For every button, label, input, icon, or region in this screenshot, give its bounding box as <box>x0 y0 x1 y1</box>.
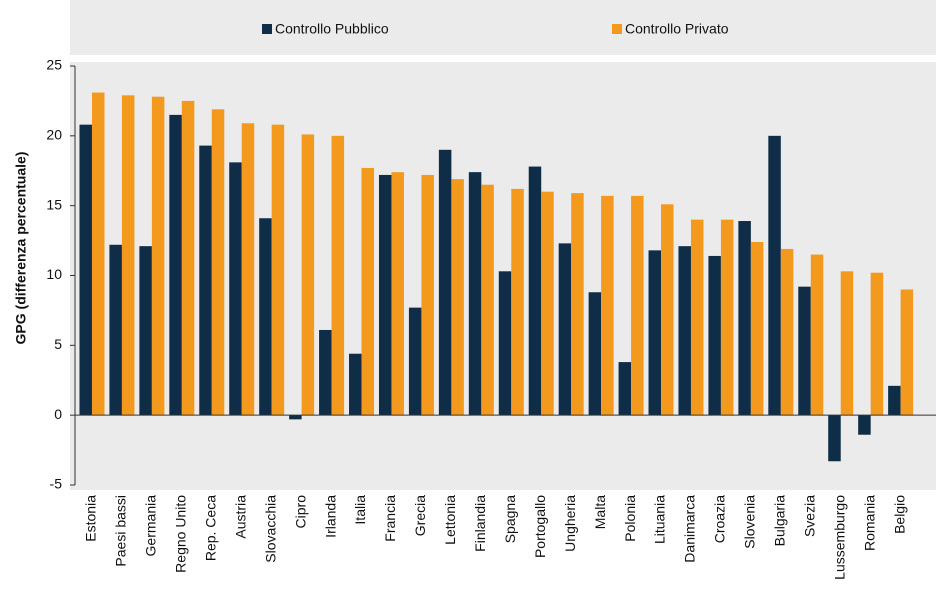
bar <box>408 307 422 416</box>
y-tick-label: 0 <box>54 406 62 422</box>
x-tick-label: Regno Unito <box>173 495 189 573</box>
x-tick-label: Rep. Ceca <box>202 495 218 561</box>
x-tick-label: Danimarca <box>682 495 698 563</box>
bar <box>301 134 315 416</box>
bar <box>798 286 811 416</box>
bar <box>858 415 871 435</box>
bar <box>618 362 632 416</box>
x-tick-label: Romania <box>861 495 877 551</box>
x-tick-label: Slovenia <box>742 495 758 549</box>
y-tick-label: 15 <box>46 196 62 212</box>
bar <box>271 124 285 416</box>
bar <box>631 195 644 416</box>
bar <box>870 272 884 416</box>
bar <box>79 124 92 416</box>
x-tick-label: Finlandia <box>472 495 488 552</box>
bar <box>468 172 482 416</box>
bar <box>690 219 704 416</box>
bar <box>199 145 212 416</box>
x-tick-label: Germania <box>143 495 159 557</box>
bar <box>648 250 662 416</box>
x-tick-label: Svezia <box>801 495 817 537</box>
x-tick-label: Polonia <box>622 495 638 542</box>
x-tick-label: Estonia <box>83 495 99 542</box>
legend-swatch <box>262 24 272 34</box>
bar <box>588 292 602 416</box>
bar <box>319 329 332 416</box>
x-tick-label: Lituania <box>652 495 668 544</box>
x-tick-label: Irlanda <box>322 495 338 538</box>
bar <box>391 172 404 416</box>
bar <box>151 96 165 416</box>
bar <box>571 193 584 416</box>
bar <box>541 191 554 416</box>
bar <box>241 123 255 416</box>
bar <box>438 149 452 416</box>
bar <box>259 218 272 416</box>
x-tick-label: Italia <box>352 495 368 525</box>
x-tick-label: Francia <box>382 495 398 542</box>
y-tick-label: 25 <box>46 57 62 73</box>
x-tick-label: Paesi bassi <box>113 495 129 567</box>
bar <box>511 188 524 416</box>
bar <box>121 95 135 416</box>
bar <box>828 415 841 462</box>
bar <box>349 353 362 416</box>
legend-band <box>70 0 936 55</box>
bar <box>810 254 824 416</box>
x-tick-label: Lettonia <box>442 495 458 545</box>
bar <box>109 244 122 416</box>
y-tick-label: -5 <box>50 476 63 492</box>
bar <box>139 246 152 416</box>
bar <box>661 204 674 416</box>
y-tick-label: 20 <box>46 127 62 143</box>
bar <box>361 167 375 416</box>
bar <box>768 135 781 416</box>
bar <box>378 174 392 416</box>
bar <box>331 135 345 416</box>
x-tick-label: Slovacchia <box>262 495 278 563</box>
bar <box>421 174 434 416</box>
bar <box>451 179 464 416</box>
x-tick-label: Grecia <box>412 495 428 536</box>
bar <box>498 271 512 416</box>
bar <box>169 114 182 416</box>
bar <box>229 162 242 416</box>
bar <box>900 289 914 416</box>
bar <box>289 415 302 420</box>
y-tick-label: 5 <box>54 336 62 352</box>
bar <box>678 246 691 416</box>
bar <box>181 100 195 416</box>
bar <box>888 385 901 416</box>
legend-label: Controllo Privato <box>625 21 729 37</box>
bar <box>720 219 734 416</box>
x-tick-label: Ungheria <box>562 495 578 552</box>
bar <box>91 92 105 416</box>
bar <box>840 271 854 416</box>
x-tick-label: Belgio <box>891 495 907 534</box>
y-axis-label: GPG (differenza percentuale) <box>13 152 29 345</box>
x-tick-label: Spagna <box>502 495 518 543</box>
x-tick-label: Austria <box>232 495 248 539</box>
bar <box>708 255 721 416</box>
bar <box>738 221 751 416</box>
legend-label: Controllo Pubblico <box>275 21 389 37</box>
bar <box>558 243 572 416</box>
x-tick-label: Lussemburgo <box>831 495 847 580</box>
y-tick-label: 10 <box>46 266 62 282</box>
x-tick-label: Malta <box>592 495 608 529</box>
bar <box>211 109 225 416</box>
legend-swatch <box>612 24 622 34</box>
x-tick-label: Croazia <box>712 495 728 543</box>
x-tick-label: Portogallo <box>532 495 548 558</box>
bar <box>780 248 794 416</box>
bar <box>601 195 614 416</box>
x-tick-label: Bulgaria <box>772 495 788 547</box>
bar <box>528 166 542 416</box>
bar <box>481 184 494 416</box>
bar <box>750 241 764 416</box>
x-tick-label: Cipro <box>292 495 308 529</box>
